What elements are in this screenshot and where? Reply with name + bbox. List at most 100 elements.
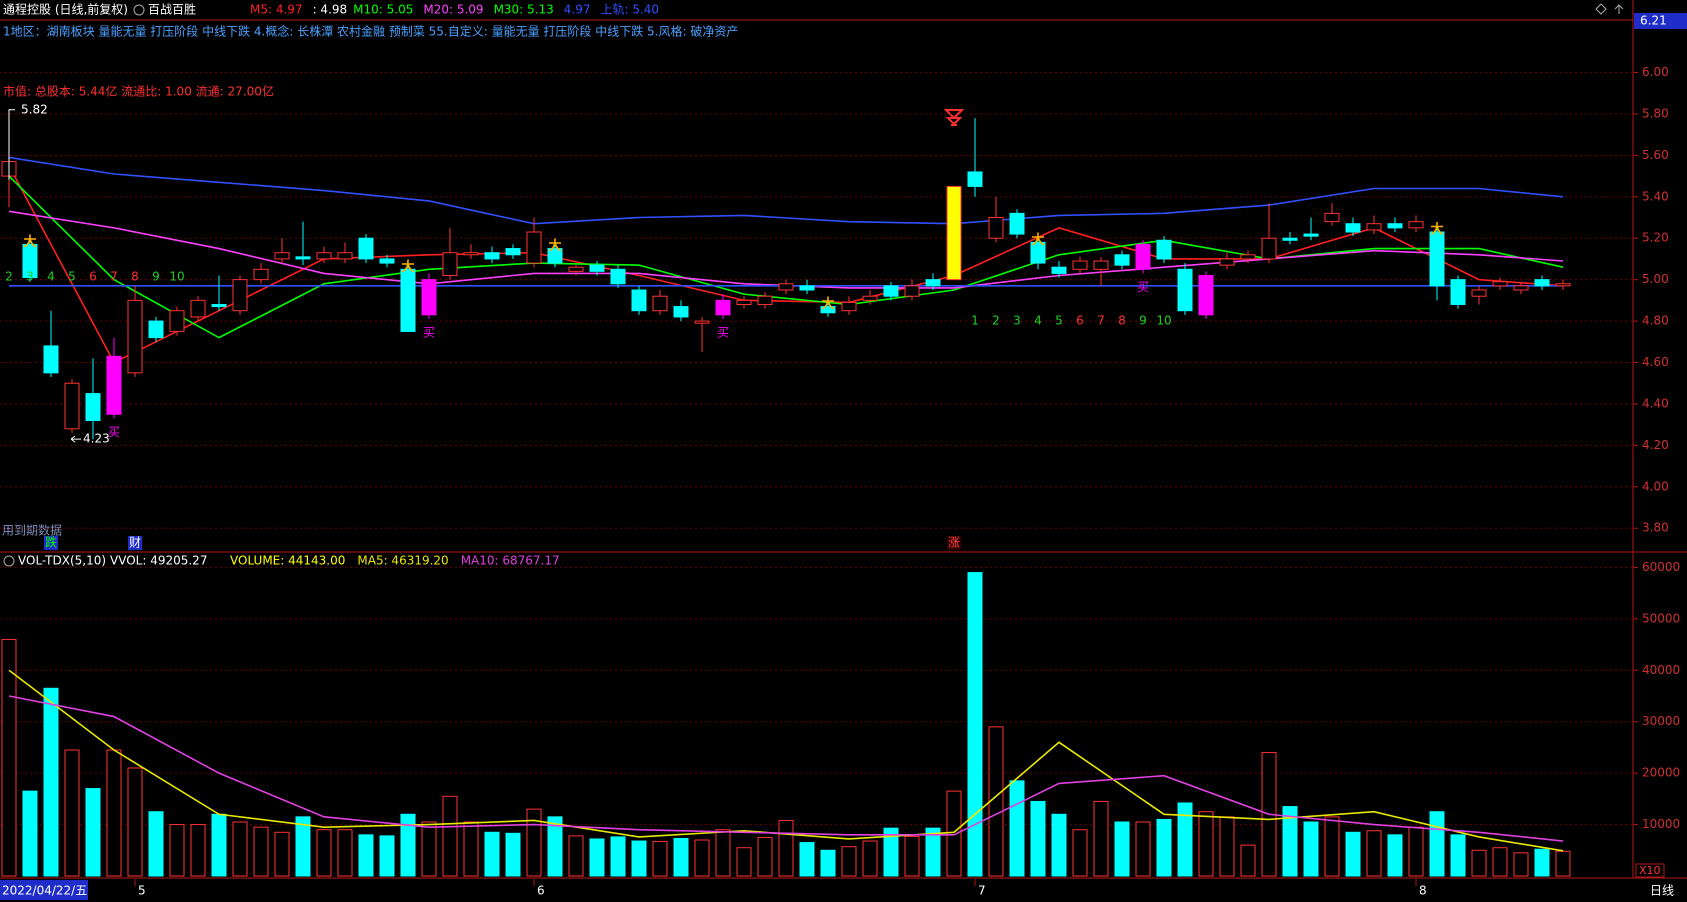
- x-tick-label: 8: [1419, 884, 1427, 898]
- count-label: 5: [68, 270, 76, 284]
- volume-bar: [1450, 834, 1466, 877]
- event-label: 财: [129, 536, 141, 550]
- candle-body: [799, 285, 815, 291]
- candle-body: [295, 256, 311, 260]
- candle-body: [820, 306, 836, 314]
- candle-body: [1324, 212, 1340, 223]
- candle-body: [337, 252, 353, 260]
- volume-subtitle: VVOL: 49205.27: [110, 554, 207, 568]
- volume-bar: [421, 821, 437, 877]
- candle-body: [505, 248, 521, 256]
- candle-body: [1450, 279, 1466, 305]
- formula-icon[interactable]: [133, 4, 145, 16]
- volume-bar: [589, 838, 605, 877]
- y-tick-label: 5.40: [1642, 189, 1669, 203]
- volume-bar: [1240, 844, 1256, 877]
- volume-bar: [211, 813, 227, 877]
- volume-bar: [1282, 806, 1298, 877]
- y-tick-label: 60000: [1642, 560, 1680, 574]
- volume-bar: [778, 819, 794, 877]
- count-label: 3: [1013, 314, 1021, 328]
- diamond-icon[interactable]: [1595, 3, 1607, 15]
- candle-body: [358, 237, 374, 260]
- count-label: 10: [1156, 314, 1171, 328]
- candle-body: [673, 306, 689, 318]
- event-bg: [128, 536, 142, 550]
- signal-da: 大: [548, 238, 561, 254]
- volume-bar: [547, 816, 563, 877]
- volume-bar: [1471, 849, 1487, 877]
- candle-body: [43, 345, 59, 374]
- volume-bar: [22, 790, 38, 877]
- volume-bar: [169, 824, 185, 877]
- y-tick-label: 10000: [1642, 817, 1680, 831]
- candle-body: [883, 285, 899, 297]
- arrow-icon[interactable]: [1614, 4, 1624, 14]
- volume-bar: [1072, 829, 1088, 877]
- formula-name[interactable]: 百战百胜: [148, 2, 196, 17]
- candle-body: [1261, 237, 1277, 260]
- candle-body: [316, 252, 332, 260]
- price-line: [8, 156, 1564, 225]
- candle-body: [211, 304, 227, 308]
- candle-body: [988, 217, 1004, 239]
- candle-body: [757, 295, 773, 306]
- volume-bar: [1534, 848, 1550, 877]
- count-label: 6: [89, 270, 97, 284]
- signal-da: 大: [23, 234, 36, 250]
- y-tick-label: 50000: [1642, 611, 1680, 625]
- volume-bar: [652, 841, 668, 877]
- volume-bar: [1114, 821, 1130, 877]
- y-tick-label: 4.80: [1642, 314, 1669, 328]
- candle-body: [190, 299, 206, 318]
- volume-bar: [1408, 826, 1424, 877]
- volume-icon[interactable]: [3, 555, 15, 567]
- candle-body: [547, 248, 563, 264]
- candle-body: [1555, 283, 1571, 287]
- top-price-box: [1634, 13, 1687, 29]
- volume-bar: [1093, 800, 1109, 877]
- count-label: 9: [1139, 314, 1147, 328]
- stock-name: 通程控股 (日线,前复权): [3, 2, 128, 17]
- volume-bar: [1, 638, 17, 877]
- count-label: 2: [992, 314, 1000, 328]
- volume-bar: [883, 827, 899, 877]
- volume-bar: [904, 835, 920, 877]
- volume-bar: [631, 840, 647, 877]
- price-line: [8, 165, 1564, 364]
- volume-bar: [253, 826, 269, 877]
- volume-bar: [190, 824, 206, 877]
- candle-body: [589, 264, 605, 272]
- signal-buy: 买: [717, 326, 729, 340]
- candle-body: [442, 252, 458, 276]
- candle-body: [1429, 231, 1445, 287]
- count-label: 4: [1034, 314, 1042, 328]
- volume-bar: [64, 749, 80, 877]
- candle-body: [64, 382, 80, 430]
- volume-bar: [379, 835, 395, 877]
- info-line: 1地区：湖南板块 量能无量 打压阶段 中线下跌 4.概念: 长株潭 农村金融 预…: [3, 24, 738, 39]
- candle-body: [232, 279, 248, 312]
- candle-body: [169, 310, 185, 332]
- volume-bar: [1051, 813, 1067, 877]
- candle-body: [1177, 268, 1193, 312]
- legend-entry: 4.97: [564, 3, 591, 17]
- y-tick-label: 4.00: [1642, 479, 1669, 493]
- legend-entry: MA5: 46319.20: [357, 554, 448, 568]
- candle-body: [148, 320, 164, 339]
- count-label: 1: [971, 314, 979, 328]
- volume-ma-line: [8, 669, 1564, 852]
- candle-body: [631, 289, 647, 312]
- volume-bar: [925, 827, 941, 877]
- volume-bar: [1345, 831, 1361, 877]
- volume-bar: [1198, 811, 1214, 877]
- volume-bar: [673, 837, 689, 877]
- candle-body: [1156, 239, 1172, 260]
- legend-entry: 上轨: 5.40: [600, 3, 659, 17]
- candle-body: [1345, 223, 1361, 233]
- high-marker: [8, 109, 15, 180]
- candle-body: [778, 283, 794, 291]
- status-text: 用到期数据: [2, 523, 62, 538]
- signal-da: 大: [821, 296, 834, 312]
- volume-bar: [610, 836, 626, 877]
